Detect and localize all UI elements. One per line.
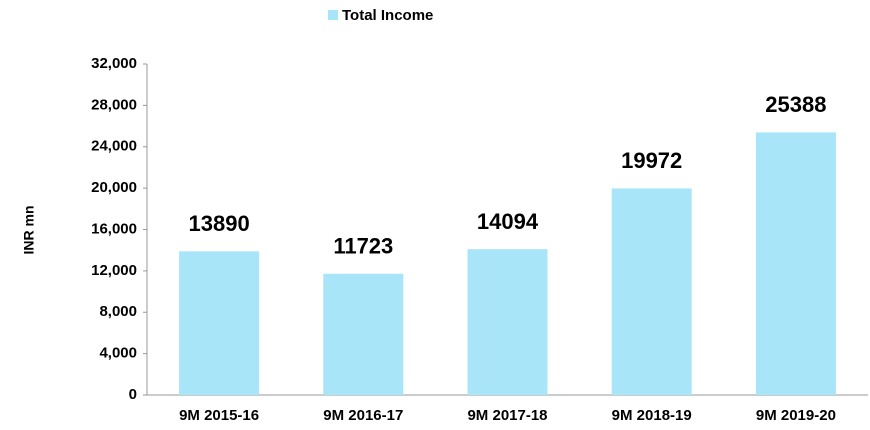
bar <box>179 251 260 395</box>
data-label: 11723 <box>333 234 393 259</box>
x-tick-label: 9M 2015-16 <box>179 407 259 424</box>
bar <box>611 188 692 395</box>
data-label: 25388 <box>765 92 826 117</box>
bar <box>755 132 836 395</box>
y-tick-label: 4,000 <box>99 345 137 362</box>
data-label: 14094 <box>477 209 539 234</box>
y-tick-label: 24,000 <box>91 138 137 155</box>
y-tick-label: 28,000 <box>91 96 137 113</box>
legend-label: Total Income <box>342 7 433 24</box>
x-tick-label: 9M 2017-18 <box>467 407 547 424</box>
x-tick-label: 9M 2018-19 <box>612 407 692 424</box>
y-tick-label: 8,000 <box>99 303 137 320</box>
y-tick-label: 32,000 <box>91 55 137 72</box>
y-tick-label: 20,000 <box>91 179 137 196</box>
legend-swatch <box>328 10 338 20</box>
data-label: 13890 <box>189 211 250 236</box>
y-tick-label: 16,000 <box>91 220 137 237</box>
x-tick-label: 9M 2016-17 <box>323 407 403 424</box>
y-tick-label: 0 <box>129 386 137 403</box>
x-tick-label: 9M 2019-20 <box>756 407 836 424</box>
y-tick-label: 12,000 <box>91 262 137 279</box>
bar <box>467 249 548 395</box>
bar <box>323 273 404 395</box>
data-label: 19972 <box>621 148 682 173</box>
y-axis-label: INR mn <box>21 206 37 255</box>
